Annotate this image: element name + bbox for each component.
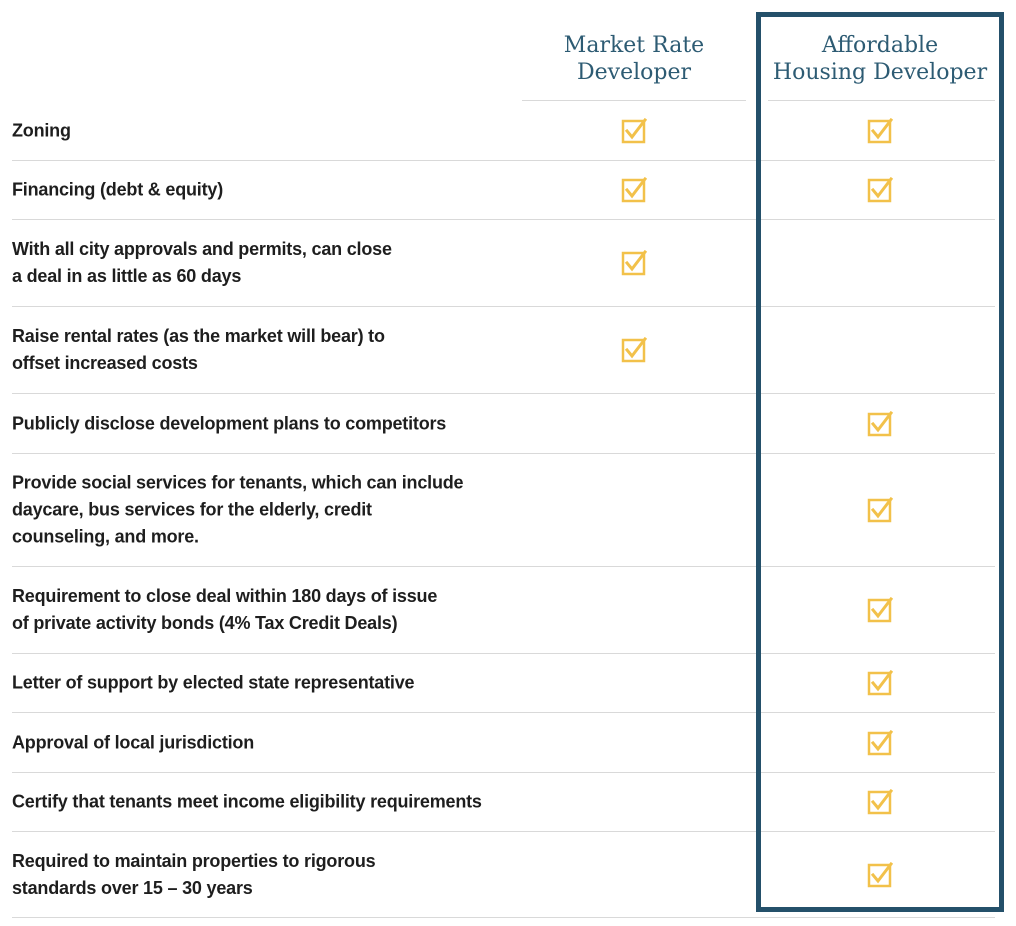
row-label: Approval of local jurisdiction	[12, 732, 255, 752]
row-label: Requirement to close deal within 180 day…	[12, 586, 438, 633]
column-heading-market-rate: Market Rate Developer	[563, 33, 705, 85]
table-row: Publicly disclose development plans to c…	[12, 394, 995, 454]
row-label: With all city approvals and permits, can…	[12, 239, 392, 286]
row-label: Required to maintain properties to rigor…	[12, 850, 376, 898]
row-label: Financing (debt & equity)	[12, 179, 223, 200]
table-header: Market Rate Developer Affordable Housing…	[0, 0, 1016, 102]
row-label: Provide social services for tenants, whi…	[12, 472, 464, 547]
table-row: With all city approvals and permits, can…	[12, 220, 995, 307]
row-label: Zoning	[12, 120, 71, 141]
column-heading-divider	[768, 100, 995, 101]
table-body: Zoning Financing (debt & equity) With all …	[0, 102, 1016, 918]
checkmark-icon	[867, 497, 893, 523]
column-heading-divider	[522, 100, 746, 101]
checkmark-icon	[867, 410, 893, 437]
table-row: Certify that tenants meet income eligibi…	[12, 773, 995, 832]
row-label: Letter of support by elected state repre…	[12, 672, 415, 693]
table-row: Provide social services for tenants, whi…	[12, 454, 995, 567]
table-row: Zoning	[12, 102, 995, 161]
table-row: Financing (debt & equity)	[12, 161, 995, 220]
checkmark-icon	[867, 177, 893, 203]
checkmark-icon	[621, 118, 647, 144]
checkmark-icon	[621, 250, 647, 276]
row-label: Certify that tenants meet income eligibi…	[12, 791, 482, 812]
checkmark-icon	[867, 118, 893, 144]
checkmark-icon	[621, 337, 647, 363]
row-label: Publicly disclose development plans to c…	[12, 413, 447, 433]
table-row: Raise rental rates (as the market will b…	[12, 307, 995, 394]
row-label: Raise rental rates (as the market will b…	[12, 326, 385, 373]
checkmark-icon	[621, 177, 647, 203]
checkmark-icon	[867, 597, 893, 623]
table-row: Letter of support by elected state repre…	[12, 654, 995, 713]
checkmark-icon	[867, 670, 893, 696]
table-row: Required to maintain properties to rigor…	[12, 832, 995, 918]
column-heading-affordable-housing: Affordable Housing Developer	[772, 33, 988, 85]
checkmark-icon	[867, 861, 893, 888]
table-row: Approval of local jurisdiction	[12, 713, 995, 773]
checkmark-icon	[867, 789, 893, 815]
table-row: Requirement to close deal within 180 day…	[12, 567, 995, 654]
checkmark-icon	[867, 729, 893, 756]
